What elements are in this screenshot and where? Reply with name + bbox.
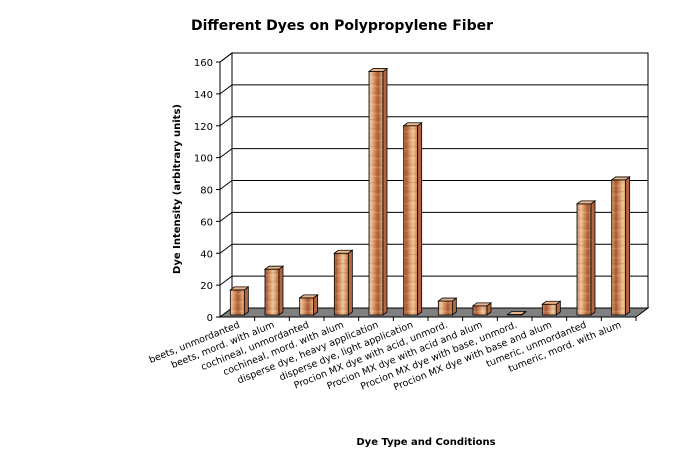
gridline-diagonal	[219, 211, 233, 222]
gridline-diagonal	[219, 148, 233, 159]
bar-top	[298, 294, 319, 299]
bar-top	[229, 286, 250, 291]
bar-top	[367, 68, 389, 72]
bar	[575, 200, 597, 316]
bar-front	[299, 297, 315, 316]
bar-top	[610, 176, 631, 181]
bar-side	[625, 176, 631, 316]
bar	[506, 310, 527, 316]
bar	[333, 249, 354, 316]
bar-front	[368, 71, 384, 316]
bar-top	[263, 265, 285, 270]
chart-title: Different Dyes on Polypropylene Fiber	[191, 18, 493, 34]
gridline-diagonal	[219, 116, 233, 127]
bar-top	[575, 200, 597, 205]
gridline-diagonal	[219, 84, 233, 95]
bar-front	[472, 305, 488, 316]
y-axis-label: Dye Intensity (arbitrary units)	[172, 104, 183, 274]
bar	[367, 67, 389, 316]
y-tick-label: 60	[200, 217, 213, 228]
bar-side	[243, 286, 249, 316]
gridline-diagonal	[219, 243, 233, 254]
bar-side	[417, 121, 423, 316]
bar-front	[541, 303, 557, 316]
y-tick-label: 120	[194, 122, 213, 133]
bar-top	[471, 302, 493, 307]
gridline-diagonal	[219, 275, 233, 286]
bar-side	[278, 265, 284, 316]
y-tick-label: 0	[207, 313, 213, 324]
gridline-diagonal	[219, 52, 233, 63]
bar-side	[382, 67, 388, 316]
bar-front	[264, 268, 280, 316]
bar-top	[437, 297, 458, 302]
bar	[263, 265, 285, 316]
x-axis-label: Dye Type and Conditions	[356, 437, 495, 448]
y-tick-label: 80	[200, 186, 213, 197]
bar-top	[402, 122, 423, 127]
bar	[229, 286, 250, 316]
y-tick-label: 140	[194, 90, 213, 101]
bar	[437, 297, 458, 316]
bar	[471, 302, 493, 316]
bar-side	[590, 200, 596, 316]
bar-side	[347, 249, 353, 316]
y-tick-label: 40	[200, 249, 213, 260]
bar	[402, 121, 423, 316]
bar-front	[576, 203, 592, 316]
gridline-diagonal	[219, 180, 233, 190]
y-tick-label: 100	[194, 154, 213, 165]
bar-top	[541, 300, 562, 305]
bar-top	[333, 249, 354, 254]
bar-front	[611, 179, 627, 316]
bar-front	[437, 300, 453, 316]
bar	[298, 294, 319, 316]
bar-front	[229, 289, 245, 316]
bar-front	[333, 252, 349, 316]
bar	[610, 176, 631, 316]
bar	[541, 300, 562, 316]
y-tick-label: 20	[200, 281, 213, 292]
bar-top	[506, 311, 527, 315]
y-tick-label: 160	[194, 58, 213, 69]
bar-front	[403, 125, 419, 316]
